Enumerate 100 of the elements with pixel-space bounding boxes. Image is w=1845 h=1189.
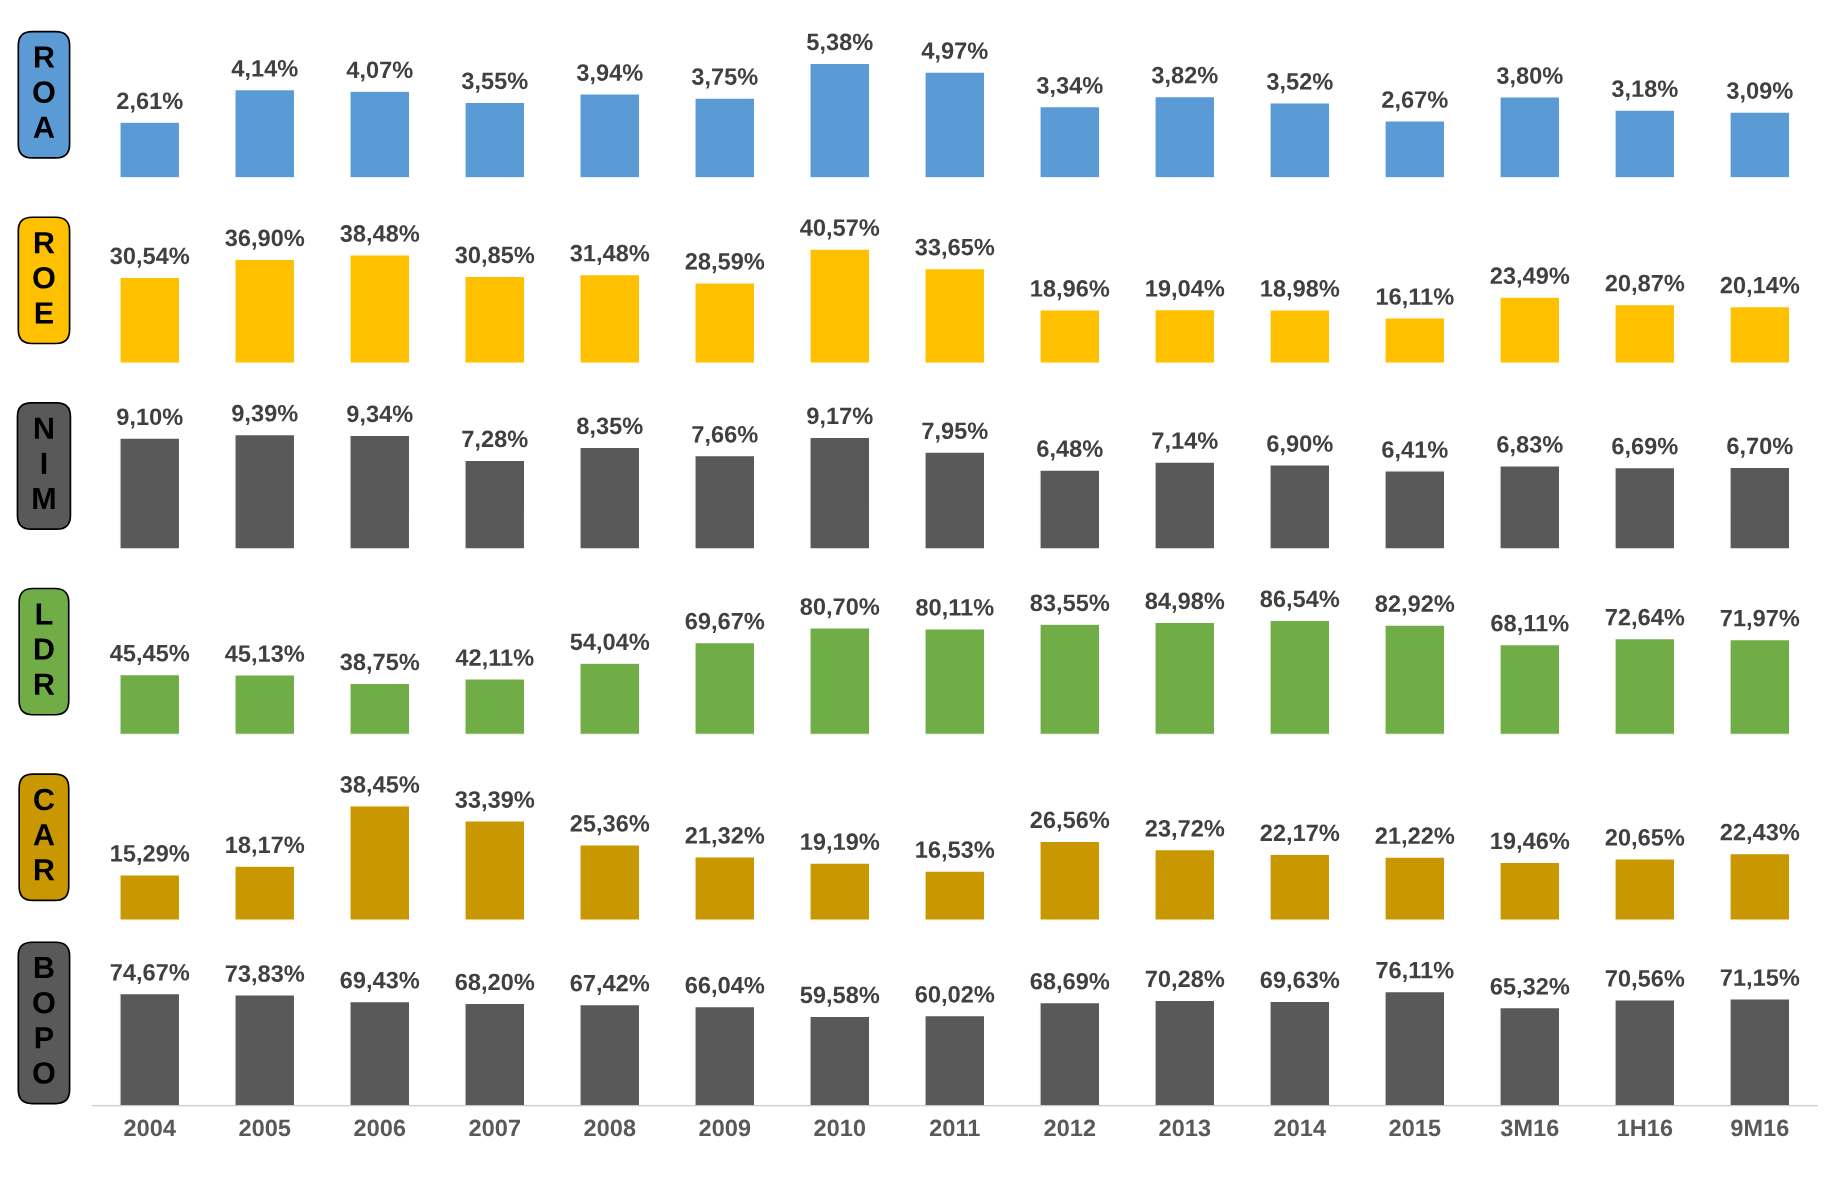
bar <box>119 673 181 735</box>
bar <box>924 451 986 549</box>
bar <box>234 88 296 178</box>
data-label: 25,36% <box>570 815 650 836</box>
bar <box>1729 305 1791 364</box>
data-label: 3,80% <box>1496 67 1563 88</box>
data-label: 66,04% <box>685 976 765 998</box>
bar <box>694 1005 756 1106</box>
bar <box>1269 1000 1331 1106</box>
data-label: 36,90% <box>225 229 305 250</box>
bar <box>1269 102 1331 178</box>
data-label: 59,58% <box>800 986 880 1007</box>
data-label: 69,43% <box>340 971 420 992</box>
data-label: 40,57% <box>800 219 880 240</box>
data-label: 3,34% <box>1036 76 1103 98</box>
bar <box>1614 109 1676 178</box>
data-label: 9,10% <box>117 408 183 429</box>
data-label: 16,11% <box>1376 288 1454 309</box>
data-label: 82,92% <box>1375 595 1455 616</box>
bar <box>579 273 641 364</box>
data-label: 18,17% <box>226 836 305 857</box>
bar <box>1384 317 1446 364</box>
x-tick-label: 2004 <box>124 1119 176 1137</box>
data-label: 60,02% <box>915 985 995 1007</box>
data-label: 22,43% <box>1720 823 1800 844</box>
bar <box>924 1014 986 1106</box>
bar <box>1384 624 1446 735</box>
bar <box>119 121 181 178</box>
bar <box>1154 999 1216 1106</box>
bar <box>1499 861 1561 921</box>
bar <box>119 992 181 1106</box>
data-label: 7,14% <box>1152 432 1218 453</box>
bar <box>1269 619 1331 735</box>
data-label: 20,14% <box>1720 276 1800 297</box>
x-tick-label: 3M16 <box>1500 1119 1559 1137</box>
bar <box>1039 469 1101 549</box>
bar <box>464 101 526 178</box>
bar <box>1729 638 1791 735</box>
bar <box>1154 95 1216 178</box>
bar <box>579 1003 641 1106</box>
data-label: 19,19% <box>801 833 880 854</box>
bar <box>1384 856 1446 921</box>
bar <box>694 282 756 364</box>
data-label: 2,61% <box>117 92 183 113</box>
bar <box>119 873 181 921</box>
bar <box>1614 637 1676 735</box>
bar <box>924 628 986 735</box>
data-label: 30,54% <box>110 247 190 268</box>
bar <box>349 90 411 178</box>
data-label: 68,69% <box>1030 972 1110 994</box>
x-tick-label: 2011 <box>930 1119 980 1137</box>
data-label: 7,28% <box>462 430 528 451</box>
data-label: 86,54% <box>1260 590 1340 611</box>
bar <box>349 434 411 549</box>
bar <box>579 844 641 921</box>
data-label: 45,13% <box>225 645 305 666</box>
data-label: 5,38% <box>807 33 873 54</box>
data-label: 22,17% <box>1260 824 1340 845</box>
data-label: 9,34% <box>347 405 413 426</box>
bar <box>1614 858 1676 921</box>
bar <box>349 1000 411 1106</box>
data-label: 21,22% <box>1375 827 1455 848</box>
data-label: 69,67% <box>685 612 765 633</box>
bar <box>1384 470 1446 549</box>
bar <box>1384 120 1446 178</box>
data-label: 26,56% <box>1030 811 1110 832</box>
data-label: 23,72% <box>1145 819 1225 841</box>
data-label: 3,94% <box>576 64 643 85</box>
bar <box>349 805 411 921</box>
data-label: 74,67% <box>110 963 190 985</box>
bar <box>464 678 526 735</box>
bar <box>464 820 526 921</box>
bar <box>1039 309 1101 364</box>
data-label: 23,49% <box>1490 267 1570 288</box>
bar <box>1499 96 1561 178</box>
bar <box>1614 999 1676 1106</box>
chart-title: LDR <box>34 603 55 695</box>
bar <box>1729 111 1791 178</box>
bar <box>1499 643 1561 735</box>
chart-title: ROE <box>33 232 55 324</box>
data-label: 18,96% <box>1031 280 1110 301</box>
data-label: 3,18% <box>1611 80 1678 101</box>
x-tick-label: 2014 <box>1274 1119 1326 1137</box>
bar <box>809 248 871 364</box>
data-label: 9,17% <box>807 407 873 428</box>
data-label: 42,11% <box>455 649 534 670</box>
data-label: 6,90% <box>1267 435 1333 456</box>
chart-title: ROA <box>33 46 55 138</box>
data-label: 71,15% <box>1720 969 1800 990</box>
bar <box>924 870 986 921</box>
bar <box>809 62 871 178</box>
data-label: 68,20% <box>455 973 535 994</box>
bar <box>1154 848 1216 921</box>
data-label: 18,98% <box>1261 280 1340 301</box>
bar <box>1039 840 1101 921</box>
data-label: 69,63% <box>1260 971 1340 992</box>
data-label: 6,83% <box>1497 436 1563 457</box>
bar <box>694 856 756 921</box>
data-label: 38,45% <box>340 776 420 797</box>
bar <box>694 641 756 735</box>
